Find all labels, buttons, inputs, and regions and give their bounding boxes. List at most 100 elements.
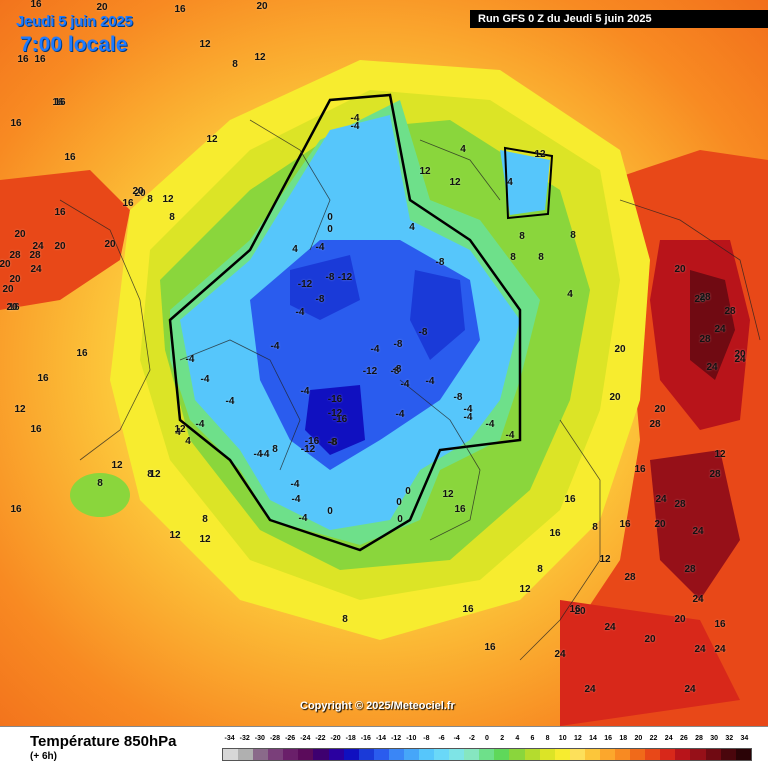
contour-label: 8 [538, 252, 544, 263]
scale-swatch [328, 749, 344, 760]
contour-label: 24 [684, 684, 696, 695]
contour-label: 24 [714, 644, 726, 655]
scale-tick-label: 34 [740, 735, 749, 742]
scale-swatch [539, 749, 555, 760]
contour-label: 16 [30, 424, 42, 435]
contour-label: 8 [592, 522, 598, 533]
legend-title: Température 850hPa [30, 733, 177, 750]
contour-label: 20 [614, 344, 626, 355]
scale-tick-label: 12 [573, 735, 582, 742]
scale-swatch [419, 749, 435, 760]
contour-label: 8 [342, 614, 348, 625]
scale-swatch [313, 749, 329, 760]
scale-tick-label: 4 [515, 735, 520, 742]
contour-label: 20 [654, 404, 666, 415]
contour-label: 16 [30, 0, 42, 10]
contour-label: 24 [692, 594, 704, 605]
scale-tick-label: 28 [695, 735, 703, 742]
contour-label: -8 [325, 272, 335, 283]
contour-label: 8 [169, 212, 175, 223]
contour-label: 8 [147, 469, 153, 480]
contour-label: 12 [169, 530, 181, 541]
contour-label: 20 [674, 614, 686, 625]
scale-swatch [524, 749, 540, 760]
contour-label: -4 [505, 430, 515, 441]
contour-label: -16 [332, 414, 348, 425]
contour-label: 16 [64, 152, 76, 163]
contour-label: 8 [519, 231, 525, 242]
contour-label: 16 [454, 504, 466, 515]
contour-label: -4 [400, 379, 410, 390]
contour-label: -8 [390, 366, 400, 377]
contour-label: 28 [29, 250, 41, 261]
scale-tick-label: -8 [423, 735, 430, 742]
contour-label: 24 [584, 684, 596, 695]
scale-tick-label: 22 [649, 735, 658, 742]
contour-label: 12 [174, 424, 186, 435]
contour-label: 24 [692, 526, 704, 537]
scale-tick-label: -20 [330, 735, 341, 742]
contour-label: 8 [202, 514, 208, 525]
contour-label: -8 [327, 437, 337, 448]
scale-swatch [569, 749, 585, 760]
contour-label: 0 [397, 514, 403, 525]
contour-label: 8 [147, 194, 153, 205]
legend-subtitle: (+ 6h) [30, 751, 57, 762]
contour-label: -4 [298, 513, 308, 524]
contour-label: 20 [574, 606, 586, 617]
warm-zone-south [560, 600, 740, 726]
contour-label: 16 [564, 494, 576, 505]
scale-swatch [509, 749, 525, 760]
contour-label: 24 [604, 622, 616, 633]
contour-label: 28 [649, 419, 661, 430]
contour-label: 24 [32, 241, 44, 252]
contour-label: 0 [327, 224, 333, 235]
scale-swatch [705, 749, 721, 760]
scale-swatch [599, 749, 616, 760]
contour-label: 12 [14, 404, 26, 415]
contour-label: 16 [619, 519, 631, 530]
contour-label: 8 [272, 444, 278, 455]
scale-tick-label: 18 [619, 735, 628, 742]
contour-label: 28 [674, 499, 686, 510]
scale-swatch [388, 749, 404, 760]
contour-label: 12 [442, 489, 454, 500]
scale-tick-label: 20 [634, 735, 643, 742]
contour-label: -4 [270, 341, 280, 352]
contour-label: -12 [337, 272, 353, 283]
scale-tick-label: -4 [453, 735, 460, 742]
contour-label: 16 [8, 302, 20, 313]
scale-tick-label: -34 [224, 735, 235, 742]
contour-label: 28 [9, 250, 21, 261]
scale-swatch [554, 749, 570, 760]
contour-label: 28 [709, 469, 721, 480]
scale-tick-label: -22 [315, 735, 326, 742]
cold-core-north [290, 255, 360, 320]
contour-label: 24 [655, 494, 667, 505]
date-title: Jeudi 5 juin 2025 [16, 13, 133, 30]
cool-pocket-bering [500, 150, 550, 215]
contour-label: 0 [327, 506, 333, 517]
scale-swatch [298, 749, 314, 760]
scale-tick-label: -26 [285, 735, 296, 742]
contour-label: 12 [199, 39, 211, 50]
contour-label: -4 [485, 419, 495, 430]
scale-tick-label: 32 [725, 735, 734, 742]
contour-label: 20 [0, 259, 11, 270]
contour-label: -4 [350, 113, 360, 124]
contour-label: 16 [10, 118, 22, 129]
contour-label: 16 [634, 464, 646, 475]
scale-tick-label: -12 [391, 735, 402, 742]
contour-label: 20 [256, 1, 268, 12]
contour-label: 4 [460, 144, 466, 155]
contour-label: 24 [30, 264, 42, 275]
zero-isotherm [168, 93, 522, 552]
contour-label: -16 [327, 394, 343, 405]
scale-swatch [584, 749, 600, 760]
contour-label: 20 [2, 284, 14, 295]
contour-label: 12 [599, 554, 611, 565]
contour-label: 20 [104, 239, 116, 250]
contour-label: 0 [327, 212, 333, 223]
contour-label: -4 [295, 307, 305, 318]
coastlines [59, 119, 761, 661]
